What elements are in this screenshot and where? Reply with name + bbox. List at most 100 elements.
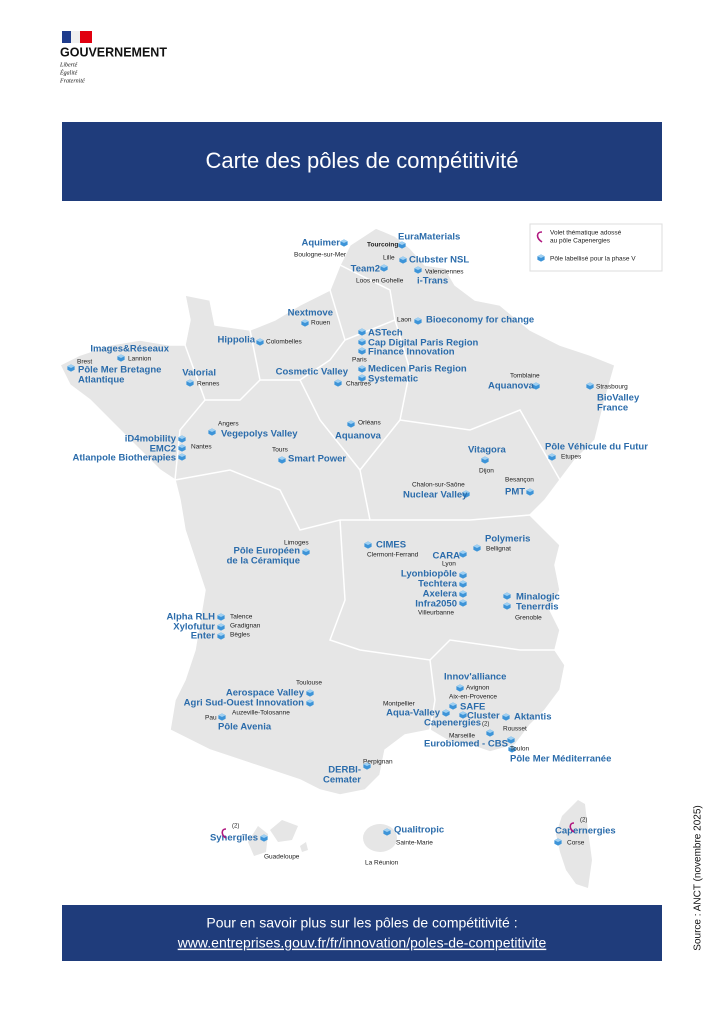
city-name: Villeurbanne <box>418 610 454 617</box>
city-name: Lyon <box>442 561 456 568</box>
pole-name: Smart Power <box>288 454 346 465</box>
city-name: Rennes <box>197 381 220 388</box>
pole-name: Bioeconomy for change <box>426 315 534 326</box>
footer-link[interactable]: www.entreprises.gouv.fr/fr/innovation/po… <box>177 935 547 951</box>
city-name: Tourcoing <box>367 242 398 249</box>
pole-name: CARA <box>433 551 461 562</box>
france-outline <box>58 227 616 796</box>
region-borders <box>174 264 561 731</box>
note-mark: (2) <box>232 824 239 830</box>
pole-icon-top <box>449 702 457 706</box>
pole-icon-top <box>502 713 510 717</box>
pole-name: de la Céramique <box>227 556 300 567</box>
pole-name: Enter <box>191 631 216 642</box>
pole-icon-top <box>302 548 310 552</box>
footer-banner <box>62 905 662 961</box>
city-name: Talence <box>230 614 253 621</box>
pole-icon-top <box>364 541 372 545</box>
pole-name: Xylofutur <box>173 622 215 633</box>
pole-name: iD4mobility <box>125 434 177 445</box>
pole-icon-top <box>532 382 540 386</box>
pole-name: Atlanpole Biotherapies <box>73 453 176 464</box>
pole-name: Minalogic <box>516 592 560 603</box>
pole-icon-top <box>459 590 467 594</box>
thematic-arrow <box>221 828 227 839</box>
pole-name: Aerospace Valley <box>226 688 305 699</box>
region-border <box>260 289 346 381</box>
city-name: Perpignan <box>363 759 393 766</box>
logo-text: GOUVERNEMENT <box>60 45 167 59</box>
pole-name: Pôle Mer Méditerranée <box>510 754 611 765</box>
city-name: Grenoble <box>515 615 542 622</box>
pole-icon-top <box>459 571 467 575</box>
pole-name: Systematic <box>368 374 418 385</box>
pole-name: Pôle Avenia <box>218 722 272 733</box>
source: Source : ANCT (novembre 2025) <box>693 805 704 950</box>
city-name: Avignon <box>466 685 490 692</box>
pole-name: CIMES <box>376 540 406 551</box>
legend-text: Pôle labellisé pour la phase V <box>550 256 636 263</box>
pole-name: Finance Innovation <box>368 347 455 358</box>
region-border <box>174 344 206 481</box>
pole-name: Images&Réseaux <box>90 344 169 355</box>
pole-icon-top <box>217 623 225 627</box>
pole-name: Alpha RLH <box>166 612 215 623</box>
pole-icon-top <box>459 599 467 603</box>
flag-red <box>80 31 92 43</box>
city-name: Marseille <box>449 733 475 740</box>
pole-icon-top <box>586 382 594 386</box>
city-name: Corse <box>567 840 585 847</box>
pole-icon-top <box>217 613 225 617</box>
pole-name: Hippolia <box>218 335 256 346</box>
pole-name: Atlantique <box>78 375 124 386</box>
city-name: Rousset <box>503 726 527 733</box>
pole-icon-top <box>380 264 388 268</box>
pole-icon-top <box>414 266 422 270</box>
city-name: La Réunion <box>365 860 399 867</box>
pole-icon-top <box>306 689 314 693</box>
city-name: Strasbourg <box>596 384 628 391</box>
pole-name: Cluster <box>467 711 500 722</box>
pole-icon-top <box>340 239 348 243</box>
flag-white <box>71 31 80 43</box>
pole-name: Techtera <box>418 579 458 590</box>
pole-name: Clubster NSL <box>409 255 469 266</box>
city-name: Auzeville-Tolosanne <box>232 710 290 717</box>
region-border <box>174 469 370 531</box>
motto: Liberté <box>59 62 78 68</box>
pole-icon-top <box>178 444 186 448</box>
pole-name: Axelera <box>423 589 458 600</box>
city-name: Gradignan <box>230 623 261 630</box>
pole-icon-top <box>363 762 371 766</box>
pole-name: Pôle Européen <box>233 546 300 557</box>
pole-name: France <box>597 403 628 414</box>
pole-name: Capenergies <box>424 718 481 729</box>
legend-text: Volet thématique adossé <box>550 230 622 237</box>
pole-name: Vegepolys Valley <box>221 429 298 440</box>
pole-icon-top <box>218 713 226 717</box>
legend-text: au pôle Capenergies <box>550 238 611 245</box>
region-border <box>344 319 396 341</box>
pole-name: Aqua-Valley <box>386 708 441 719</box>
city-name: Orléans <box>358 420 382 427</box>
city-name: Montpellier <box>383 701 416 708</box>
pole-icon-top <box>473 544 481 548</box>
region-border <box>329 519 555 661</box>
motto: Égalité <box>59 68 78 76</box>
city-name: Sainte-Marie <box>396 840 433 847</box>
corse-outline <box>556 800 592 888</box>
region-border <box>399 409 561 481</box>
pole-icon-top <box>306 699 314 703</box>
pole-name: DERBI- <box>328 765 361 776</box>
pole-name: EMC2 <box>150 444 176 455</box>
pole-name: Nuclear Valley <box>403 490 468 501</box>
pole-icon-top <box>178 435 186 439</box>
pole-name: Cosmetic Valley <box>276 367 349 378</box>
pole-name: Agri Sud-Ouest Innovation <box>184 698 305 709</box>
city-name: Etupes <box>561 454 582 461</box>
pole-icon-top <box>67 364 75 368</box>
pole-name: BioValley <box>597 393 640 404</box>
pole-name: Medicen Paris Region <box>368 364 467 375</box>
pole-name: SAFE <box>460 702 485 713</box>
motto: Fraternité <box>59 78 85 84</box>
